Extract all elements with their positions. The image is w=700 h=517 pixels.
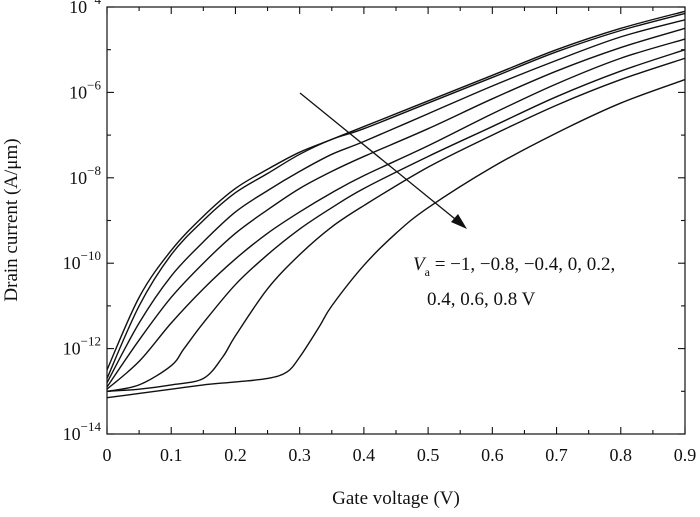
plot-frame: [106, 6, 686, 435]
y-tick-label: 10−4: [69, 0, 101, 17]
x-tick-label: 0.3: [288, 445, 311, 465]
x-tick-label: 0: [103, 445, 112, 465]
x-tick-label: 0.5: [417, 445, 440, 465]
curves: [106, 10, 686, 399]
x-tick-label: 0.8: [610, 445, 633, 465]
x-tick-label: 0.2: [224, 445, 247, 465]
series-line-1: [106, 10, 686, 371]
series-line-8: [106, 78, 686, 399]
annotation-line1: Va = −1, −0.8, −0.4, 0, 0.2,: [413, 254, 615, 279]
x-tick-label: 0.1: [160, 445, 183, 465]
y-tick-label: 10−8: [69, 163, 101, 188]
annotation-arrow: [299, 92, 467, 229]
x-tick-label: 0.6: [481, 445, 504, 465]
y-tick-label: 10−10: [63, 248, 101, 273]
y-axis: 10−14 10−12 10−10 10−8 10−6 10−4: [63, 0, 685, 444]
x-axis: 0 0.1 0.2 0.3 0.4 0.5 0.6 0.7 0.8 0.9: [103, 7, 697, 465]
annotation-line2: 0.4, 0.6, 0.8 V: [427, 289, 536, 310]
y-tick-label: 10−14: [63, 419, 102, 444]
x-tick-label: 0.9: [674, 445, 697, 465]
series-line-2: [106, 12, 686, 379]
series-line-6: [106, 49, 686, 392]
x-tick-label: 0.7: [545, 445, 568, 465]
series-line-3: [106, 19, 686, 384]
y-tick-label: 10−6: [69, 77, 101, 102]
series-line-4: [106, 27, 686, 388]
series-line-7: [106, 57, 686, 392]
y-axis-title: Drain current (A/μm): [1, 138, 22, 301]
series-line-5: [106, 38, 686, 390]
x-tick-label: 0.4: [353, 445, 376, 465]
y-tick-label: 10−12: [63, 334, 101, 359]
x-axis-title: Gate voltage (V): [332, 488, 460, 509]
